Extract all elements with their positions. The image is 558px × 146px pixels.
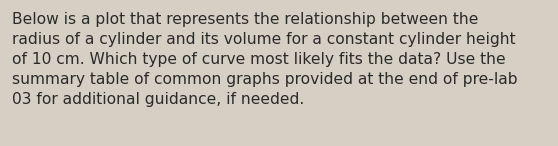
Text: Below is a plot that represents the relationship between the
radius of a cylinde: Below is a plot that represents the rela… — [12, 12, 518, 107]
